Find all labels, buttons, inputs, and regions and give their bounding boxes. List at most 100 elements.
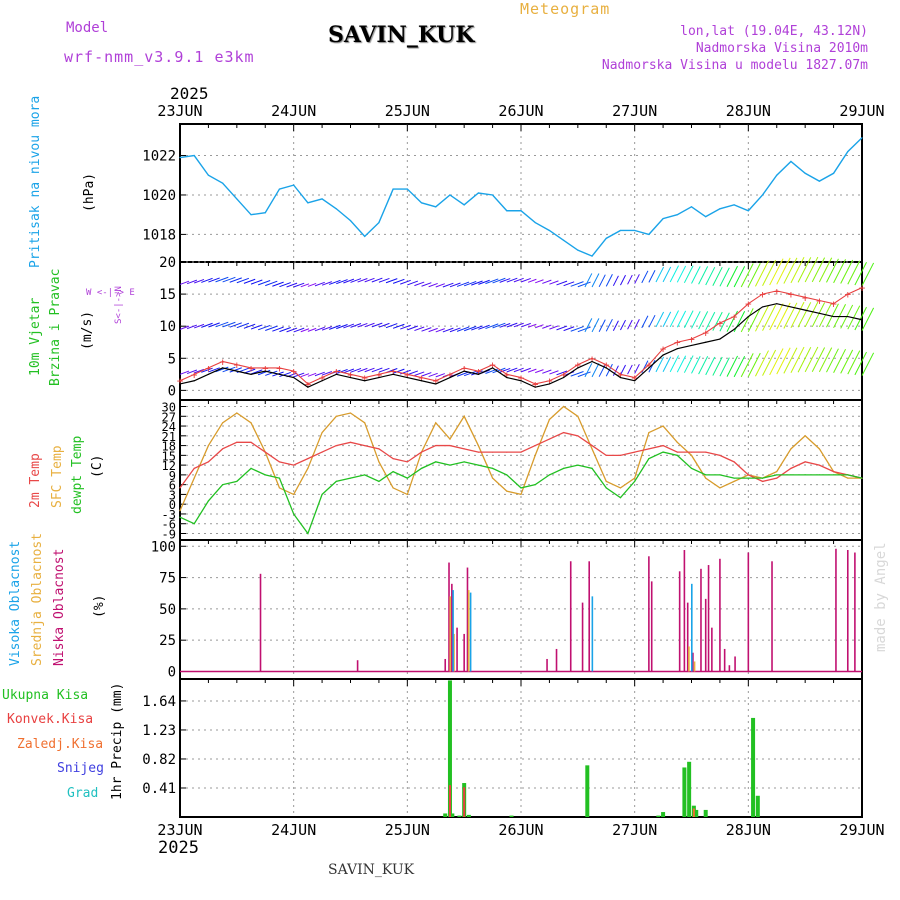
- wind-barb: [641, 315, 649, 329]
- wind-gust-marker: +: [461, 362, 468, 375]
- dewpt-line-point: [491, 467, 494, 469]
- wind-speed-line-point: [307, 386, 309, 388]
- wind-barb: [627, 274, 633, 285]
- wind-gust-line-point: [648, 364, 650, 366]
- wind-gust-line-point: [662, 348, 664, 350]
- wind-barb: [733, 355, 746, 378]
- pressure-line-point: [264, 212, 266, 214]
- wind-barb: [272, 326, 284, 332]
- sfc-temp-line-point: [435, 422, 437, 424]
- sfc-temp-line-point: [449, 438, 451, 440]
- sfc-temp-line-point: [676, 441, 678, 443]
- temp-2m-line-point: [179, 487, 181, 489]
- temp-2m-line-point: [804, 461, 806, 463]
- wind-barb: [719, 312, 730, 332]
- wind-barb: [186, 369, 198, 375]
- dewpt-line-point: [690, 467, 693, 469]
- wind-barb: [400, 324, 411, 330]
- wind-speed-line-point: [548, 383, 551, 385]
- wind-gust-marker: +: [802, 291, 809, 304]
- year-top: 2025: [170, 84, 209, 103]
- pressure-line-point: [591, 255, 593, 257]
- wind-barb: [804, 346, 819, 373]
- pressure-line-point: [364, 235, 366, 237]
- y-tick-label: 21: [162, 430, 176, 444]
- wind-barb: [371, 277, 383, 283]
- y-tick-label: 15: [162, 449, 176, 463]
- pressure-line-point: [335, 208, 337, 210]
- x-tick-label-bottom: 28JUN: [726, 821, 771, 839]
- wind-barb: [286, 327, 298, 333]
- x-tick-label-bottom: 26JUN: [498, 821, 543, 839]
- wind-barb: [378, 367, 390, 373]
- wind-barb: [662, 266, 672, 283]
- x-tick-label-bottom: 29JUN: [839, 821, 884, 839]
- wind-barb: [463, 370, 477, 377]
- pressure-line-point: [520, 210, 522, 212]
- y-tick-label: 1022: [142, 149, 176, 165]
- dewpt-line-point: [463, 461, 465, 463]
- wind-speed-line-point: [534, 386, 536, 388]
- temp-2m-line-point: [349, 441, 352, 443]
- pressure-line-point: [676, 214, 678, 216]
- pressure-line-point: [463, 204, 465, 206]
- wind-gust-marker: +: [688, 333, 695, 346]
- sfc-temp-line-point: [321, 431, 323, 434]
- wind-barb: [634, 319, 640, 329]
- wind-barb: [428, 327, 438, 333]
- wind-barb: [726, 265, 738, 287]
- sfc-temp-line-point: [719, 487, 721, 489]
- wind-gust-line-point: [222, 360, 224, 363]
- temp-2m-line-point: [250, 441, 252, 443]
- pressure-line-point: [278, 188, 281, 190]
- wind-speed-line-point: [790, 306, 792, 308]
- y-tick-label: 9: [169, 469, 176, 483]
- wind-barb: [627, 364, 633, 375]
- wind-barb: [662, 311, 672, 328]
- dewpt-line-point: [761, 477, 764, 479]
- wind-barb: [840, 349, 854, 374]
- y-tick-label: 5: [168, 351, 176, 367]
- precip-total-bar: [751, 717, 756, 817]
- wind-barb: [705, 311, 716, 331]
- wind-gust-marker: +: [404, 368, 411, 381]
- wind-barb: [549, 280, 559, 285]
- wind-barb: [456, 326, 470, 332]
- y-tick-label: 0.41: [142, 781, 176, 797]
- pressure-line-point: [179, 156, 181, 159]
- wind-speed-line-point: [662, 354, 664, 356]
- wind-gust-line-point: [520, 376, 522, 379]
- wind-barb: [215, 321, 229, 328]
- wind-gust-marker: +: [674, 336, 681, 349]
- dewpt-line-point: [619, 497, 622, 499]
- wind-gust-line-point: [563, 373, 565, 375]
- wind-speed-line-point: [420, 380, 423, 382]
- sfc-temp-line-point: [548, 418, 551, 421]
- wind-barb: [471, 370, 483, 376]
- wind-barb: [861, 352, 875, 376]
- wind-gust-marker: +: [418, 372, 425, 385]
- wind-gust-line-point: [690, 338, 693, 340]
- temp-2m-line-point: [449, 444, 451, 447]
- wind-barb: [591, 318, 600, 333]
- wind-barb: [634, 363, 640, 374]
- x-tick-label-bottom: 27JUN: [612, 821, 657, 839]
- wind-barb: [712, 356, 723, 376]
- pressure-line-point: [847, 151, 849, 153]
- temp-2m-line-point: [577, 435, 579, 437]
- wind-gust-line-point: [548, 380, 551, 382]
- wind-barb: [669, 355, 679, 373]
- wind-speed-line-point: [506, 376, 508, 379]
- wind-barb: [535, 369, 544, 374]
- wind-barb: [854, 306, 867, 331]
- dewpt-line-point: [236, 480, 238, 482]
- pressure-line-point: [563, 239, 565, 241]
- precip-total-bar: [447, 680, 452, 817]
- wind-compass-we: W <-|-> E: [86, 288, 135, 298]
- wind-barb: [783, 302, 798, 329]
- precip-total-bar: [466, 814, 471, 817]
- x-tick-label-bottom: 24JUN: [271, 821, 316, 839]
- wind-barb: [215, 276, 229, 283]
- dewpt-line-point: [591, 467, 593, 469]
- dewpt-line-point: [307, 532, 309, 535]
